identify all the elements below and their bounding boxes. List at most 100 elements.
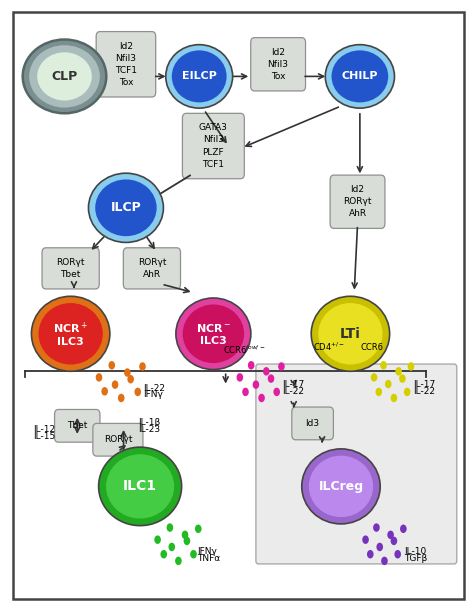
- Ellipse shape: [128, 375, 134, 384]
- Ellipse shape: [311, 296, 390, 371]
- Text: IL-12: IL-12: [33, 425, 55, 434]
- Ellipse shape: [118, 394, 125, 402]
- Ellipse shape: [190, 550, 197, 558]
- Ellipse shape: [95, 180, 156, 236]
- Text: Id2
RORγt
AhR: Id2 RORγt AhR: [343, 185, 372, 219]
- Ellipse shape: [373, 523, 380, 532]
- Ellipse shape: [371, 373, 377, 382]
- Ellipse shape: [253, 381, 259, 389]
- FancyBboxPatch shape: [96, 32, 156, 97]
- Ellipse shape: [325, 45, 394, 108]
- Ellipse shape: [237, 373, 243, 382]
- Ellipse shape: [106, 454, 174, 518]
- Text: IL-23: IL-23: [138, 425, 160, 434]
- Ellipse shape: [387, 531, 394, 539]
- Ellipse shape: [166, 523, 173, 532]
- Text: RORγt
Tbet: RORγt Tbet: [56, 258, 85, 279]
- Text: NCR$^+$
ILC3: NCR$^+$ ILC3: [53, 320, 88, 347]
- Text: IFNγ: IFNγ: [144, 390, 164, 399]
- Text: LTi: LTi: [340, 327, 361, 341]
- FancyBboxPatch shape: [251, 38, 306, 91]
- Text: Id2
Nfil3
TCF1
Tox: Id2 Nfil3 TCF1 Tox: [115, 41, 137, 87]
- Text: TNFα: TNFα: [197, 554, 220, 563]
- Ellipse shape: [318, 303, 383, 365]
- FancyBboxPatch shape: [330, 175, 385, 228]
- Text: CLP: CLP: [51, 70, 78, 83]
- Text: IL-22: IL-22: [283, 387, 304, 396]
- Ellipse shape: [155, 535, 161, 544]
- Text: IL-22: IL-22: [413, 387, 435, 396]
- Text: IL-17: IL-17: [283, 379, 305, 388]
- Text: TGFβ: TGFβ: [404, 554, 427, 563]
- Ellipse shape: [385, 380, 392, 388]
- Ellipse shape: [182, 531, 188, 539]
- FancyBboxPatch shape: [182, 114, 244, 178]
- Text: GATA3
Nfil3
PLZF
TCF1: GATA3 Nfil3 PLZF TCF1: [199, 123, 228, 169]
- Ellipse shape: [139, 362, 146, 371]
- Ellipse shape: [380, 361, 387, 370]
- Text: EILCP: EILCP: [182, 72, 217, 81]
- Ellipse shape: [362, 535, 369, 544]
- Ellipse shape: [124, 368, 131, 377]
- Ellipse shape: [404, 388, 410, 396]
- Ellipse shape: [31, 296, 110, 371]
- FancyBboxPatch shape: [55, 410, 100, 442]
- Text: ILCP: ILCP: [110, 202, 141, 214]
- Ellipse shape: [160, 550, 167, 558]
- Text: CD4$^{+/-}$: CD4$^{+/-}$: [313, 341, 345, 353]
- Ellipse shape: [37, 52, 92, 101]
- Ellipse shape: [376, 543, 383, 551]
- Ellipse shape: [309, 456, 373, 517]
- Ellipse shape: [195, 524, 201, 533]
- Text: CCR6: CCR6: [361, 342, 384, 351]
- Ellipse shape: [375, 388, 382, 396]
- Ellipse shape: [99, 447, 182, 526]
- Text: IL-15: IL-15: [33, 432, 55, 441]
- Text: ILC1: ILC1: [123, 480, 157, 493]
- Ellipse shape: [182, 305, 244, 363]
- Text: Id3: Id3: [306, 419, 319, 428]
- Ellipse shape: [96, 373, 102, 382]
- Text: NCR$^-$
ILC3: NCR$^-$ ILC3: [196, 322, 231, 345]
- FancyBboxPatch shape: [256, 364, 457, 564]
- Ellipse shape: [175, 557, 182, 565]
- Ellipse shape: [278, 362, 285, 371]
- Ellipse shape: [263, 367, 270, 376]
- FancyBboxPatch shape: [12, 12, 464, 599]
- Ellipse shape: [302, 449, 380, 524]
- Text: Id2
Nfil3
Tox: Id2 Nfil3 Tox: [268, 47, 289, 81]
- Ellipse shape: [395, 367, 402, 376]
- Ellipse shape: [367, 550, 374, 558]
- Text: CCR6$^{low/-}$: CCR6$^{low/-}$: [223, 344, 265, 356]
- Ellipse shape: [166, 45, 233, 108]
- Text: CHILP: CHILP: [342, 72, 378, 81]
- Ellipse shape: [168, 543, 175, 551]
- Ellipse shape: [331, 50, 388, 103]
- Ellipse shape: [258, 394, 265, 402]
- Ellipse shape: [400, 524, 407, 533]
- FancyBboxPatch shape: [292, 407, 333, 439]
- Ellipse shape: [394, 550, 401, 558]
- FancyBboxPatch shape: [123, 248, 181, 289]
- Text: IL-22: IL-22: [144, 384, 165, 393]
- Ellipse shape: [176, 298, 251, 370]
- Ellipse shape: [248, 361, 255, 370]
- Text: ILCreg: ILCreg: [319, 480, 364, 493]
- Text: RORγt: RORγt: [104, 435, 132, 444]
- Ellipse shape: [135, 388, 141, 396]
- Ellipse shape: [273, 388, 280, 396]
- Text: RORγt
AhR: RORγt AhR: [137, 258, 166, 279]
- Ellipse shape: [183, 537, 190, 545]
- Text: Tbet: Tbet: [67, 421, 87, 430]
- Text: IL-17: IL-17: [413, 379, 435, 388]
- Ellipse shape: [38, 303, 103, 365]
- Ellipse shape: [172, 50, 227, 103]
- Text: IFNγ: IFNγ: [197, 548, 217, 556]
- Ellipse shape: [242, 388, 249, 396]
- Text: IL-10: IL-10: [404, 548, 426, 556]
- Ellipse shape: [89, 173, 164, 242]
- Text: IL-1β: IL-1β: [138, 418, 160, 427]
- Ellipse shape: [29, 45, 100, 107]
- FancyBboxPatch shape: [93, 424, 143, 456]
- Ellipse shape: [268, 375, 274, 383]
